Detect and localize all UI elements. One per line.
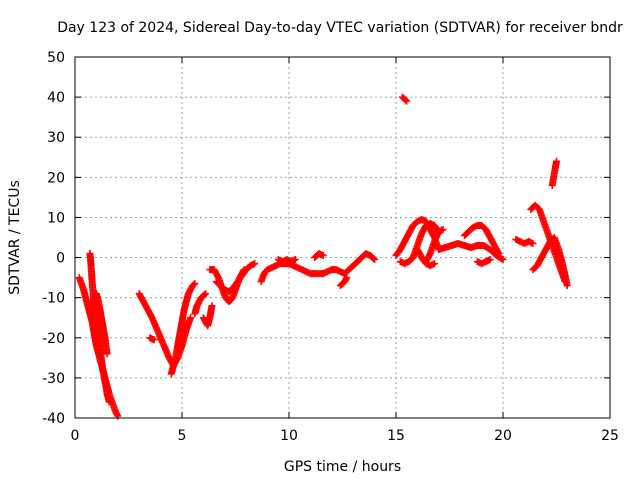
y-tick-label: 40	[47, 90, 65, 106]
series-seg-n	[319, 250, 379, 278]
series-seg-o	[336, 274, 351, 290]
data-point	[187, 314, 195, 322]
series-seg-m	[311, 250, 327, 262]
x-tick-label: 15	[387, 428, 405, 444]
y-axis-label: SDTVAR / TECUs	[7, 180, 23, 295]
data-point	[403, 97, 411, 105]
series-seg-f	[167, 280, 199, 378]
axis-ticks: 0 5 10 15 20 25 -40 -30 -20 -10 0 10 20 30 40 50	[42, 50, 619, 444]
data-point	[191, 280, 199, 288]
x-tick-label: 10	[280, 428, 298, 444]
chart-grid	[75, 57, 610, 418]
data-point	[105, 398, 113, 406]
y-tick-label: 10	[47, 210, 65, 226]
data-point	[371, 256, 379, 264]
series-seg-j	[212, 260, 259, 296]
data-point	[103, 350, 111, 358]
series-seg-x	[512, 236, 537, 248]
data-point	[431, 260, 439, 268]
y-tick-label: 20	[47, 170, 65, 186]
data-point	[486, 256, 494, 264]
series-seg-g	[191, 290, 210, 318]
series-seg-z	[529, 234, 571, 290]
data-point	[561, 272, 569, 280]
data-point	[319, 252, 327, 260]
x-tick-label: 0	[71, 428, 80, 444]
series-seg-e	[146, 334, 158, 344]
data-point	[529, 240, 537, 248]
x-tick-label: 5	[178, 428, 187, 444]
series-seg-p	[398, 93, 411, 105]
series-seg-l	[274, 256, 299, 266]
series-seg-v	[460, 221, 503, 258]
data-point	[208, 302, 216, 310]
data-point	[498, 255, 506, 263]
series-seg-ab	[559, 270, 569, 280]
data-point	[495, 250, 503, 258]
y-tick-label: -10	[42, 291, 65, 307]
series-seg-c	[88, 290, 111, 358]
data-point	[190, 281, 198, 289]
y-tick-label: 0	[56, 251, 65, 267]
data-point	[402, 96, 410, 104]
data-point	[251, 260, 259, 268]
data-point	[202, 290, 210, 298]
series-seg-t	[422, 225, 447, 266]
plot-frame	[74, 56, 611, 419]
data-point	[560, 271, 568, 279]
data-point	[499, 256, 507, 264]
data-point	[553, 157, 560, 165]
data-points	[75, 93, 571, 420]
series-seg-u	[435, 240, 507, 264]
x-tick-label: 20	[494, 428, 512, 444]
chart-title: Day 123 of 2024, Sidereal Day-to-day VTE…	[57, 20, 623, 36]
y-tick-label: -30	[42, 371, 65, 387]
data-point	[200, 291, 208, 299]
y-tick-label: -40	[42, 411, 65, 427]
y-tick-label: 30	[47, 130, 65, 146]
data-point	[343, 274, 351, 282]
series-seg-h	[199, 302, 216, 330]
y-tick-label: -20	[42, 331, 65, 347]
data-point	[370, 255, 378, 263]
data-point	[291, 256, 299, 264]
data-point	[563, 282, 571, 290]
series-seg-aa	[548, 157, 560, 189]
y-tick-label: 50	[47, 50, 65, 66]
x-axis-label: GPS time / hours	[284, 459, 401, 475]
series-seg-w	[473, 256, 494, 268]
data-point	[439, 225, 447, 233]
data-point	[150, 336, 158, 344]
x-tick-label: 25	[601, 428, 619, 444]
